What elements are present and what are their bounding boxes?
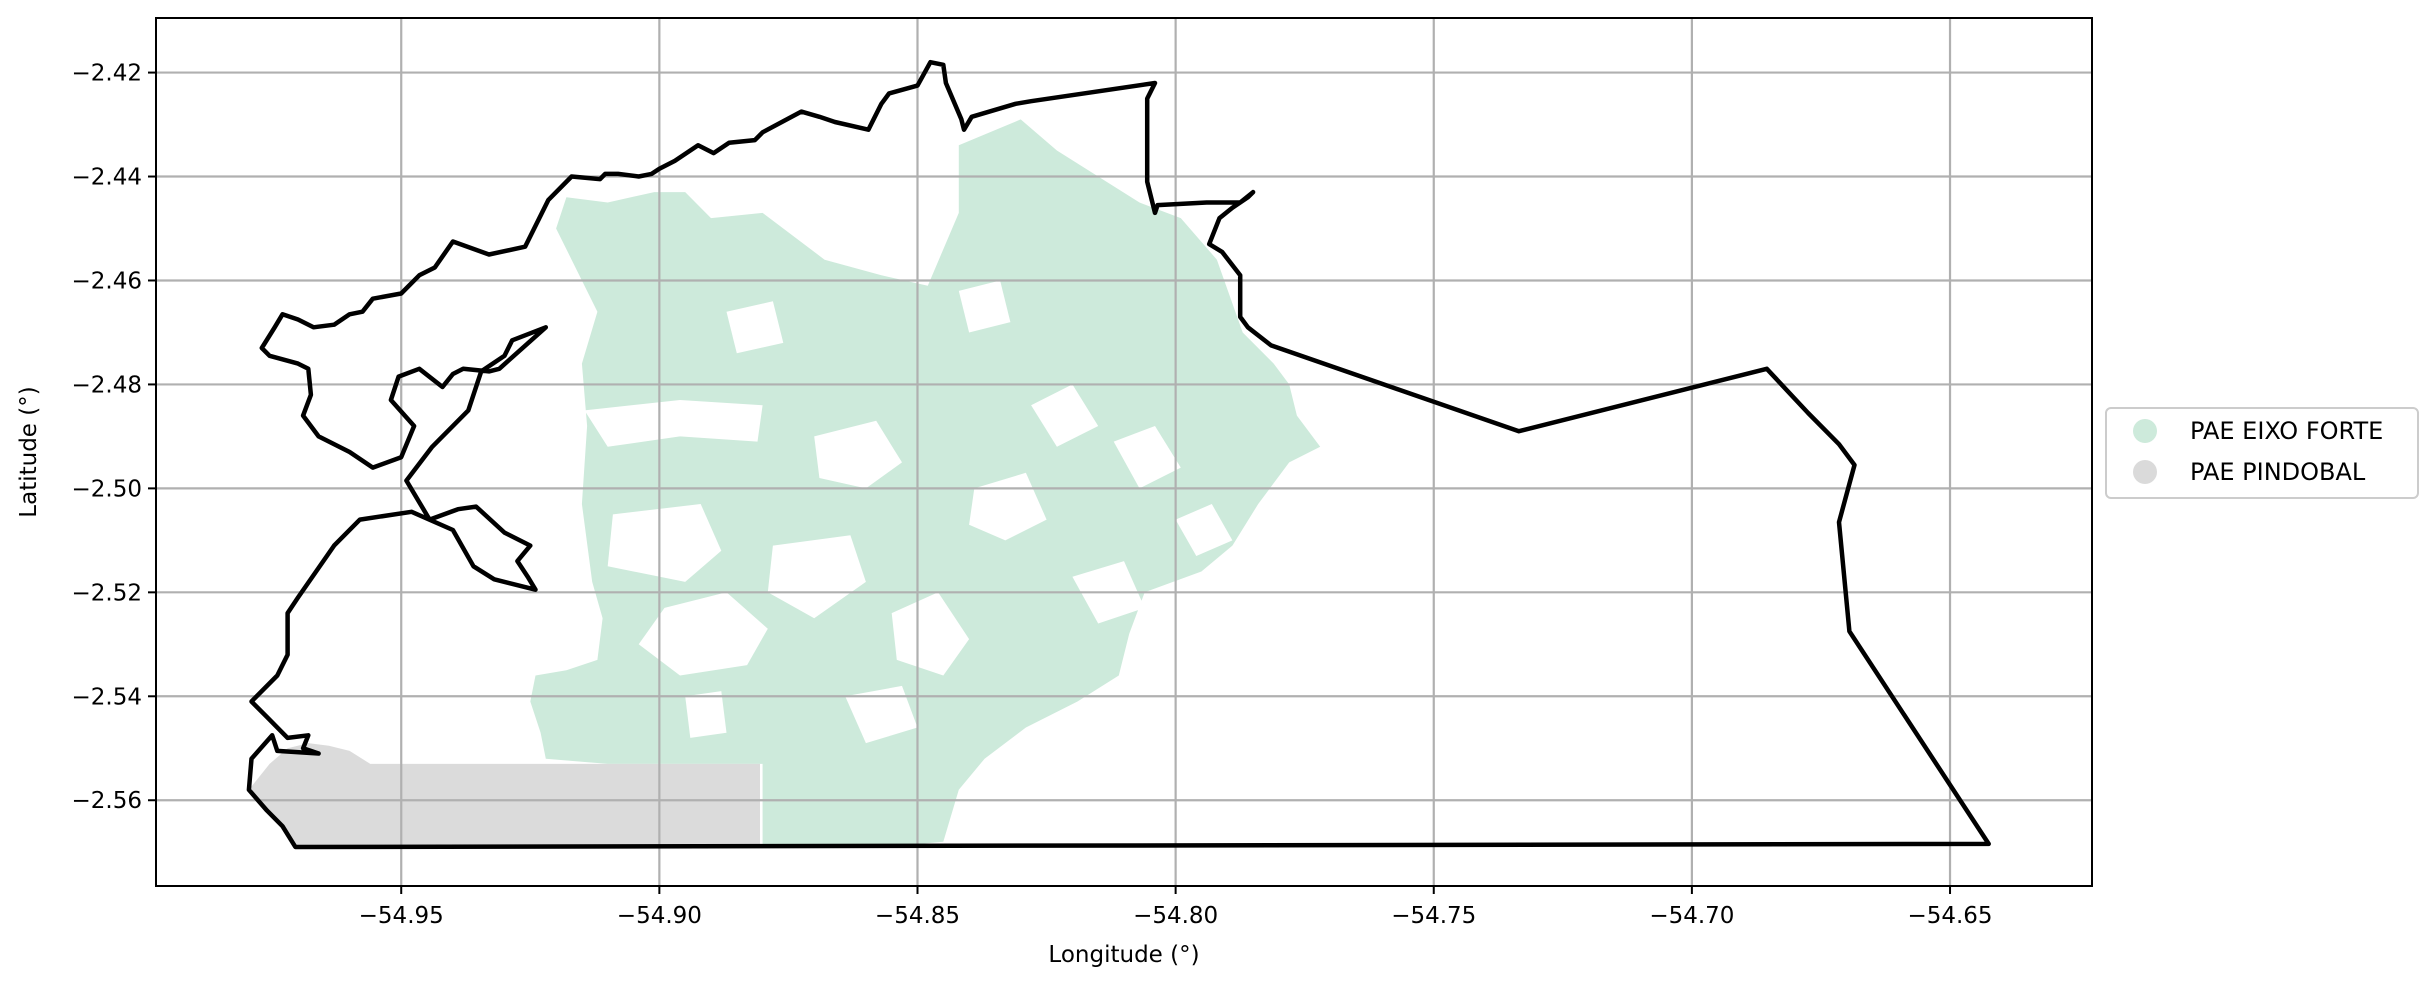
eixo-forte-gap-4	[814, 420, 902, 489]
municipal-boundary	[246, 59, 1991, 850]
y-tick-label-0: −2.42	[72, 61, 142, 87]
x-axis-ticks: −54.95 −54.90 −54.85 −54.80 −54.75 −54.70 −54.…	[359, 886, 1993, 929]
legend: PAE EIXO FORTE PAE PINDOBAL	[2105, 407, 2419, 499]
x-tick-label-6: −54.65	[1907, 903, 1992, 929]
y-tick-label-6: −2.54	[72, 684, 142, 710]
eixo-forte-gap-7	[1031, 384, 1099, 447]
x-tick-label-5: −54.70	[1649, 903, 1734, 929]
x-tick-label-3: −54.80	[1133, 903, 1218, 929]
legend-frame	[2105, 407, 2419, 499]
eixo-forte-gap-8	[1113, 426, 1181, 489]
eixo-forte-gap-3	[767, 535, 866, 619]
x-tick-label-1: −54.90	[617, 903, 702, 929]
eixo-forte-gap-11	[958, 280, 1011, 333]
legend-marker-eixo-forte	[2133, 419, 2157, 443]
eixo-forte-gap-14	[685, 691, 727, 738]
boundary-outline	[246, 59, 1991, 850]
x-tick-label-4: −54.75	[1391, 903, 1476, 929]
y-tick-label-3: −2.48	[72, 372, 142, 398]
y-tick-label-2: −2.46	[72, 268, 142, 294]
plot-frame	[155, 17, 2093, 887]
eixo-forte-gap-12	[726, 301, 784, 354]
eixo-forte-gap-0	[584, 400, 763, 447]
legend-marker-pindobal	[2133, 460, 2157, 484]
y-axis-ticks: −2.42 −2.44 −2.46 −2.48 −2.50 −2.52 −2.54 −2.56	[72, 61, 156, 814]
eixo-forte-gap-13	[845, 685, 918, 744]
y-axis-label: Latitude (°)	[16, 386, 42, 517]
y-tick-label-4: −2.50	[72, 476, 142, 502]
eixo-forte-gap-1	[607, 504, 722, 582]
legend-label-eixo-forte: PAE EIXO FORTE	[2190, 417, 2383, 445]
eixo-forte-gap-9	[1175, 504, 1233, 556]
x-axis-label: Longitude (°)	[1048, 942, 1199, 968]
eixo-forte-gap-5	[891, 592, 970, 676]
y-tick-label-5: −2.52	[72, 580, 142, 606]
y-tick-label-7: −2.56	[72, 788, 142, 814]
eixo-forte-gap-6	[969, 472, 1047, 541]
x-tick-label-2: −54.85	[875, 903, 960, 929]
x-tick-label-0: −54.95	[359, 903, 444, 929]
y-tick-label-1: −2.44	[72, 165, 142, 191]
map-layers	[156, 18, 2092, 886]
eixo-forte-gap-2	[638, 592, 768, 676]
pindobal-area	[248, 743, 760, 847]
legend-label-pindobal: PAE PINDOBAL	[2190, 458, 2366, 486]
area-fills	[248, 119, 1321, 847]
